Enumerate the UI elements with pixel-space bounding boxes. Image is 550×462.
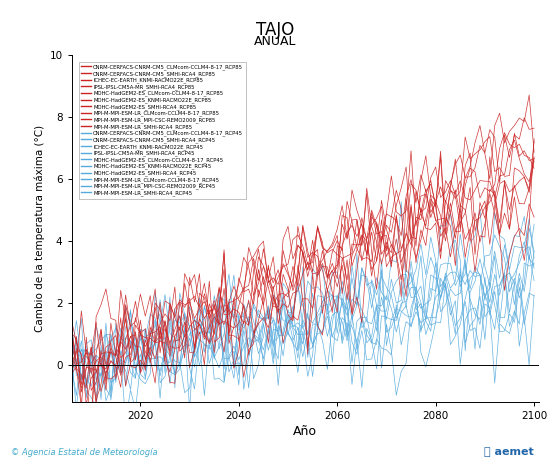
Legend: CNRM-CERFACS-CNRM-CM5_CLMcom-CCLM4-8-17_RCP85, CNRM-CERFACS-CNRM-CM5_SMHI-RCA4_R: CNRM-CERFACS-CNRM-CM5_CLMcom-CCLM4-8-17_… <box>79 61 246 199</box>
Text: ANUAL: ANUAL <box>254 35 296 48</box>
Text: © Agencia Estatal de Meteorología: © Agencia Estatal de Meteorología <box>11 449 158 457</box>
Text: TAJO: TAJO <box>256 21 294 39</box>
Y-axis label: Cambio de la temperatura máxima (°C): Cambio de la temperatura máxima (°C) <box>35 125 45 332</box>
X-axis label: Año: Año <box>293 425 317 438</box>
Text: ⓔ aemet: ⓔ aemet <box>484 447 534 457</box>
